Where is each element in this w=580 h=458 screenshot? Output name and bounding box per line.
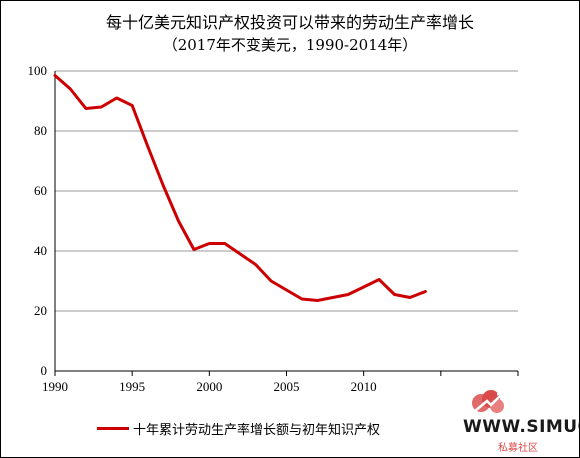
y-tick-label-80: 80 xyxy=(34,123,47,138)
watermark-logo-icon xyxy=(472,390,504,413)
y-tick-label-100: 100 xyxy=(28,63,48,78)
chart-title: 每十亿美元知识产权投资可以带来的劳动生产率增长 xyxy=(105,13,474,32)
x-tick-label-1995: 1995 xyxy=(119,379,145,394)
y-tick-label-20: 20 xyxy=(34,303,47,318)
watermark: WWW.SIMU001.CN 私募社区 xyxy=(457,379,579,457)
watermark-text: WWW.SIMU001.CN xyxy=(463,417,579,437)
watermark-subtext: 私募社区 xyxy=(498,443,538,454)
x-tick-label-2000: 2000 xyxy=(196,379,222,394)
x-tick-label-2005: 2005 xyxy=(274,379,300,394)
chart-subtitle: （2017年不变美元，1990-2014年） xyxy=(162,36,418,54)
series-line-0 xyxy=(53,74,427,302)
legend: 十年累计劳动生产率增长额与初年知识产权 xyxy=(97,420,381,438)
legend-label: 十年累计劳动生产率增长额与初年知识产权 xyxy=(133,422,381,438)
x-tick-label-2010: 2010 xyxy=(351,379,377,394)
x-tick-label-1990: 1990 xyxy=(42,379,68,394)
legend-line-swatch xyxy=(97,426,129,430)
y-tick-label-40: 40 xyxy=(34,243,47,258)
y-tick-label-0: 0 xyxy=(41,363,48,378)
y-tick-label-60: 60 xyxy=(34,183,47,198)
